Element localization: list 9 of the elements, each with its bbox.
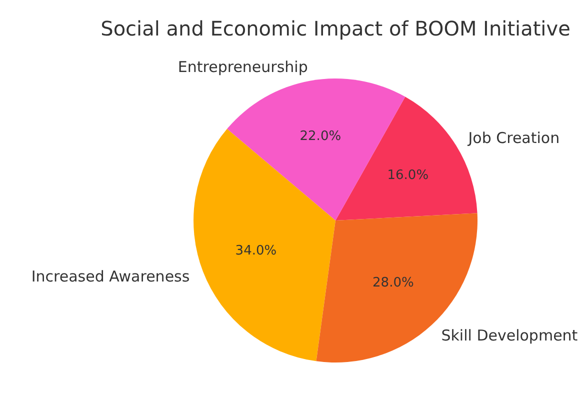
data-label: 16.0% bbox=[387, 168, 429, 184]
data-label: 28.0% bbox=[372, 276, 414, 291]
slice-label: Entrepreneurship bbox=[178, 58, 308, 76]
slice-label: Skill Development bbox=[441, 326, 578, 344]
chart-title: Social and Economic Impact of BOOM Initiative bbox=[100, 16, 570, 40]
data-label: 34.0% bbox=[235, 244, 277, 259]
data-label: 22.0% bbox=[300, 129, 342, 144]
slice-label: Job Creation bbox=[467, 129, 560, 148]
slice-label: Increased Awareness bbox=[31, 267, 190, 286]
